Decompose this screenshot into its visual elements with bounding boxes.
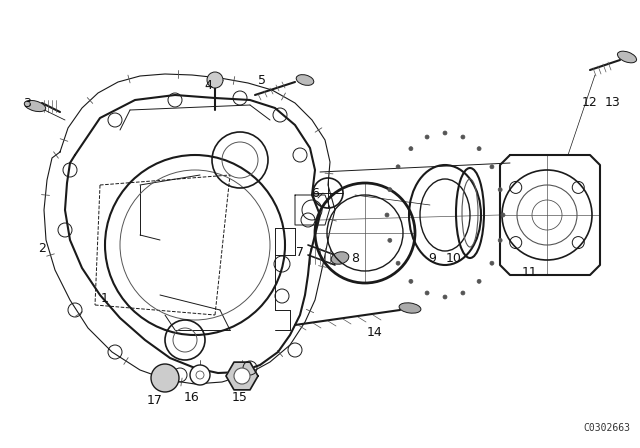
Circle shape bbox=[461, 135, 465, 139]
Text: 2: 2 bbox=[38, 241, 46, 254]
Circle shape bbox=[385, 213, 389, 217]
Circle shape bbox=[443, 131, 447, 135]
Circle shape bbox=[477, 280, 481, 283]
Circle shape bbox=[501, 213, 505, 217]
Text: 3: 3 bbox=[23, 96, 31, 109]
Text: 4: 4 bbox=[204, 78, 212, 91]
Text: 13: 13 bbox=[605, 95, 621, 108]
Circle shape bbox=[425, 291, 429, 295]
Ellipse shape bbox=[331, 252, 349, 264]
Circle shape bbox=[490, 165, 494, 169]
Ellipse shape bbox=[399, 303, 421, 313]
Circle shape bbox=[234, 368, 250, 384]
Circle shape bbox=[151, 364, 179, 392]
Circle shape bbox=[425, 135, 429, 139]
Text: 6: 6 bbox=[311, 186, 319, 199]
Circle shape bbox=[409, 280, 413, 283]
Circle shape bbox=[477, 146, 481, 151]
Text: 14: 14 bbox=[367, 326, 383, 339]
Circle shape bbox=[388, 238, 392, 242]
Circle shape bbox=[443, 295, 447, 299]
Circle shape bbox=[388, 188, 392, 192]
Circle shape bbox=[498, 238, 502, 242]
Circle shape bbox=[490, 261, 494, 265]
Text: 15: 15 bbox=[232, 391, 248, 404]
Ellipse shape bbox=[618, 51, 637, 63]
Text: 1: 1 bbox=[101, 292, 109, 305]
Circle shape bbox=[396, 261, 400, 265]
Text: 10: 10 bbox=[446, 251, 462, 264]
Circle shape bbox=[396, 165, 400, 169]
Polygon shape bbox=[226, 362, 258, 390]
Text: 17: 17 bbox=[147, 393, 163, 406]
Ellipse shape bbox=[24, 100, 45, 112]
Circle shape bbox=[190, 365, 210, 385]
Text: 9: 9 bbox=[428, 251, 436, 264]
Text: 12: 12 bbox=[582, 95, 598, 108]
Circle shape bbox=[498, 188, 502, 192]
Text: C0302663: C0302663 bbox=[583, 423, 630, 433]
Circle shape bbox=[409, 146, 413, 151]
Text: 16: 16 bbox=[184, 391, 200, 404]
Text: 8: 8 bbox=[351, 251, 359, 264]
Ellipse shape bbox=[207, 72, 223, 88]
Ellipse shape bbox=[296, 75, 314, 86]
Text: 5: 5 bbox=[258, 73, 266, 86]
Text: 11: 11 bbox=[522, 266, 538, 279]
Circle shape bbox=[461, 291, 465, 295]
Text: 7: 7 bbox=[296, 246, 304, 258]
